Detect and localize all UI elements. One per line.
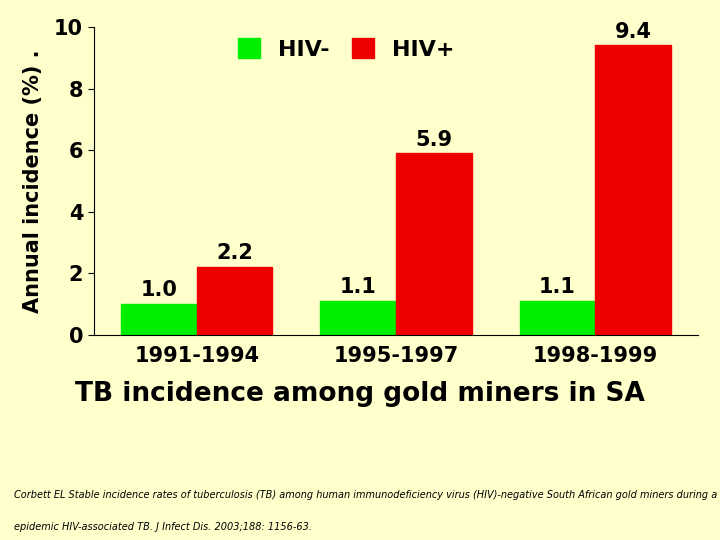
Bar — [396, 153, 472, 335]
Legend: HIV-, HIV+: HIV-, HIV+ — [238, 38, 454, 59]
Text: 1.0: 1.0 — [140, 280, 177, 300]
Text: 5.9: 5.9 — [415, 130, 452, 150]
Bar — [197, 267, 272, 335]
Text: 1.1: 1.1 — [539, 277, 576, 297]
Bar — [520, 301, 595, 335]
Bar — [121, 304, 197, 335]
Y-axis label: Annual incidence (%) .: Annual incidence (%) . — [23, 49, 43, 313]
Text: epidemic HIV-associated TB. J Infect Dis. 2003;188: 1156-63.: epidemic HIV-associated TB. J Infect Dis… — [14, 522, 312, 532]
Bar — [595, 45, 671, 335]
Text: Corbett EL Stable incidence rates of tuberculosis (TB) among human immunodeficie: Corbett EL Stable incidence rates of tub… — [14, 489, 720, 500]
Text: 2.2: 2.2 — [216, 244, 253, 264]
Bar — [320, 301, 396, 335]
Text: 1.1: 1.1 — [340, 277, 377, 297]
Text: 9.4: 9.4 — [615, 22, 652, 42]
Text: TB incidence among gold miners in SA: TB incidence among gold miners in SA — [75, 381, 645, 407]
